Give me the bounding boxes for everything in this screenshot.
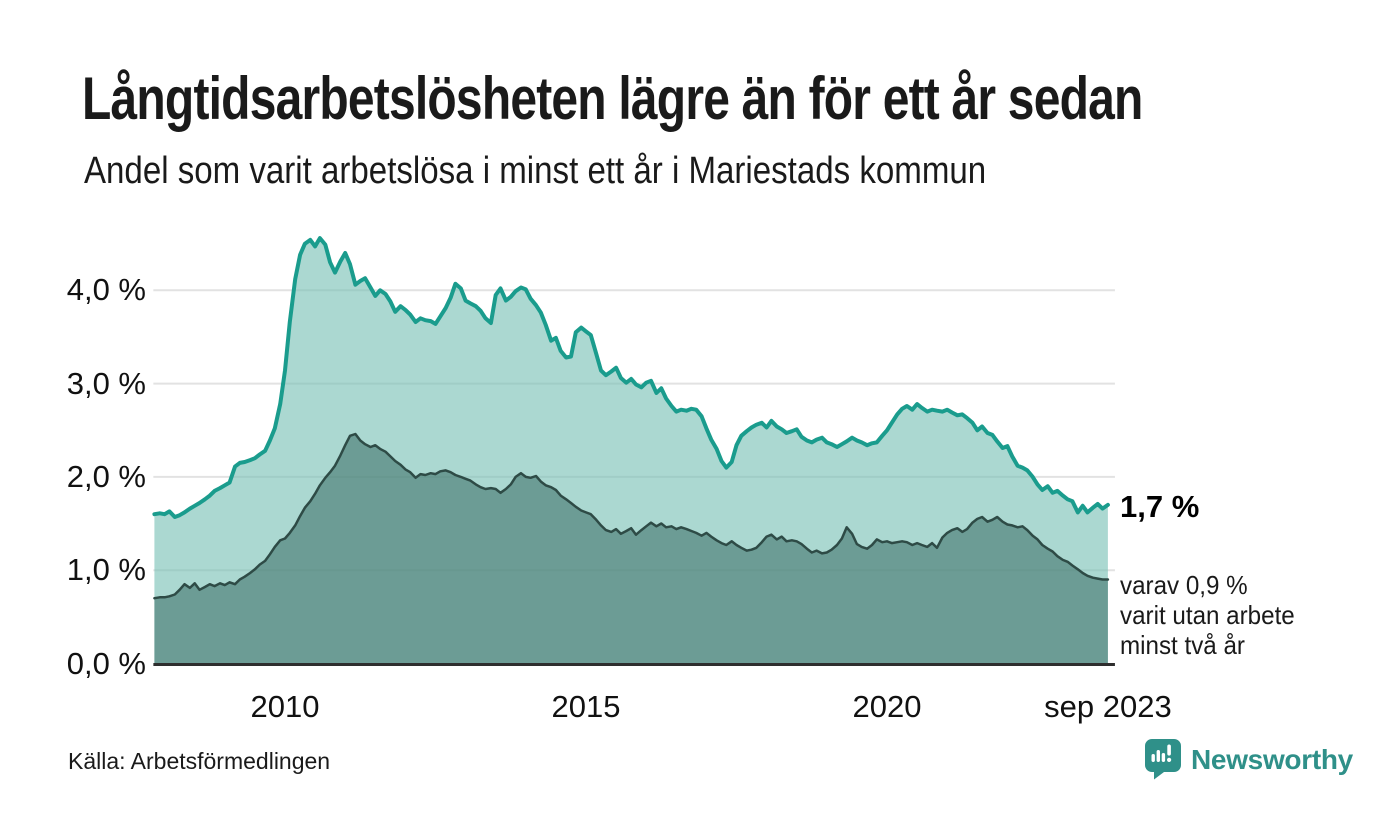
newsworthy-logo: Newsworthy [1144, 739, 1353, 780]
source-credit: Källa: Arbetsförmedlingen [68, 748, 331, 774]
line-series-1 [152, 236, 1110, 519]
y-tick-label: 3,0 % [66, 365, 146, 401]
brand-wordmark: Newsworthy [1191, 743, 1353, 775]
secondary-annotation-line: varav 0,9 % [1120, 570, 1248, 600]
x-tick-label: 2020 [852, 689, 922, 724]
page-title: Långtidsarbetslösheten lägre än för ett … [82, 65, 1143, 132]
bar-icon [1161, 753, 1166, 762]
y-tick-label: 4,0 % [66, 272, 146, 308]
end-value-label: 1,7 % [1120, 489, 1200, 524]
x-tick-label: 2010 [250, 689, 320, 724]
y-tick-label: 2,0 % [66, 458, 146, 494]
y-tick-label: 1,0 % [66, 552, 146, 588]
exclamation-icon [1167, 744, 1171, 756]
page-subtitle: Andel som varit arbetslösa i minst ett å… [84, 150, 987, 192]
newsworthy-bubble-icon [1145, 739, 1181, 780]
secondary-annotation: varav 0,9 % varit utan arbete minst två … [1120, 570, 1295, 660]
secondary-annotation-line: varit utan arbete [1120, 600, 1295, 630]
bar-icon [1151, 754, 1155, 762]
x-tick-label: 2015 [551, 689, 621, 724]
y-tick-label: 0,0 % [66, 645, 146, 681]
bar-icon [1156, 750, 1160, 762]
x-tick-label: sep 2023 [1044, 689, 1172, 724]
line-series-2 [153, 432, 1110, 600]
secondary-annotation-line: minst två år [1120, 630, 1245, 660]
area-fill-series-2 [154, 434, 1108, 664]
exclamation-dot-icon [1167, 757, 1172, 762]
